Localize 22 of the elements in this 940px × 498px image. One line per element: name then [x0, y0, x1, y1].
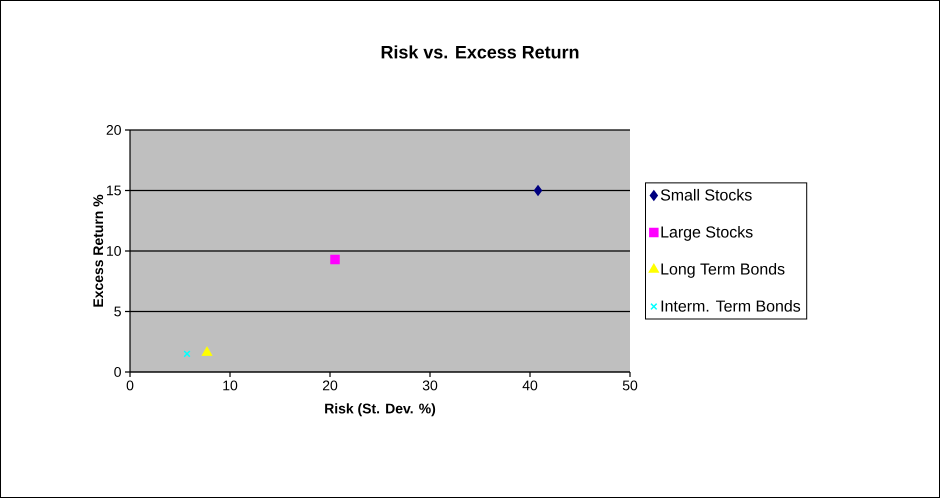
legend-label: Interm. Term Bonds [662, 300, 800, 312]
point [202, 346, 212, 356]
y-tick-label: 15 [107, 186, 121, 196]
point [183, 350, 191, 358]
chart-title: Risk vs. Excess Return [382, 45, 578, 58]
y-tick-label: 20 [106, 125, 121, 135]
point [330, 254, 340, 264]
x-tick-label: 40 [522, 380, 538, 390]
legend-label: Long Term Bonds [661, 262, 784, 278]
y-tick-label: 0 [114, 367, 121, 377]
x-axis-title: Risk (St. Dev. %) [325, 403, 436, 416]
x-tick-label: 0 [126, 380, 134, 390]
legend-label: Large Stocks [661, 226, 753, 241]
point [534, 185, 542, 196]
x-tick-label: 20 [322, 380, 338, 390]
x-tick-label: 50 [622, 380, 638, 390]
legend-label: Small Stocks [660, 188, 752, 201]
x-tick-label: 10 [223, 380, 238, 390]
y-tick-label: 5 [114, 306, 121, 316]
y-tick-label: 10 [107, 246, 121, 256]
y-axis-title: Excess Return % [93, 194, 104, 307]
x-tick-label: 30 [422, 380, 438, 390]
